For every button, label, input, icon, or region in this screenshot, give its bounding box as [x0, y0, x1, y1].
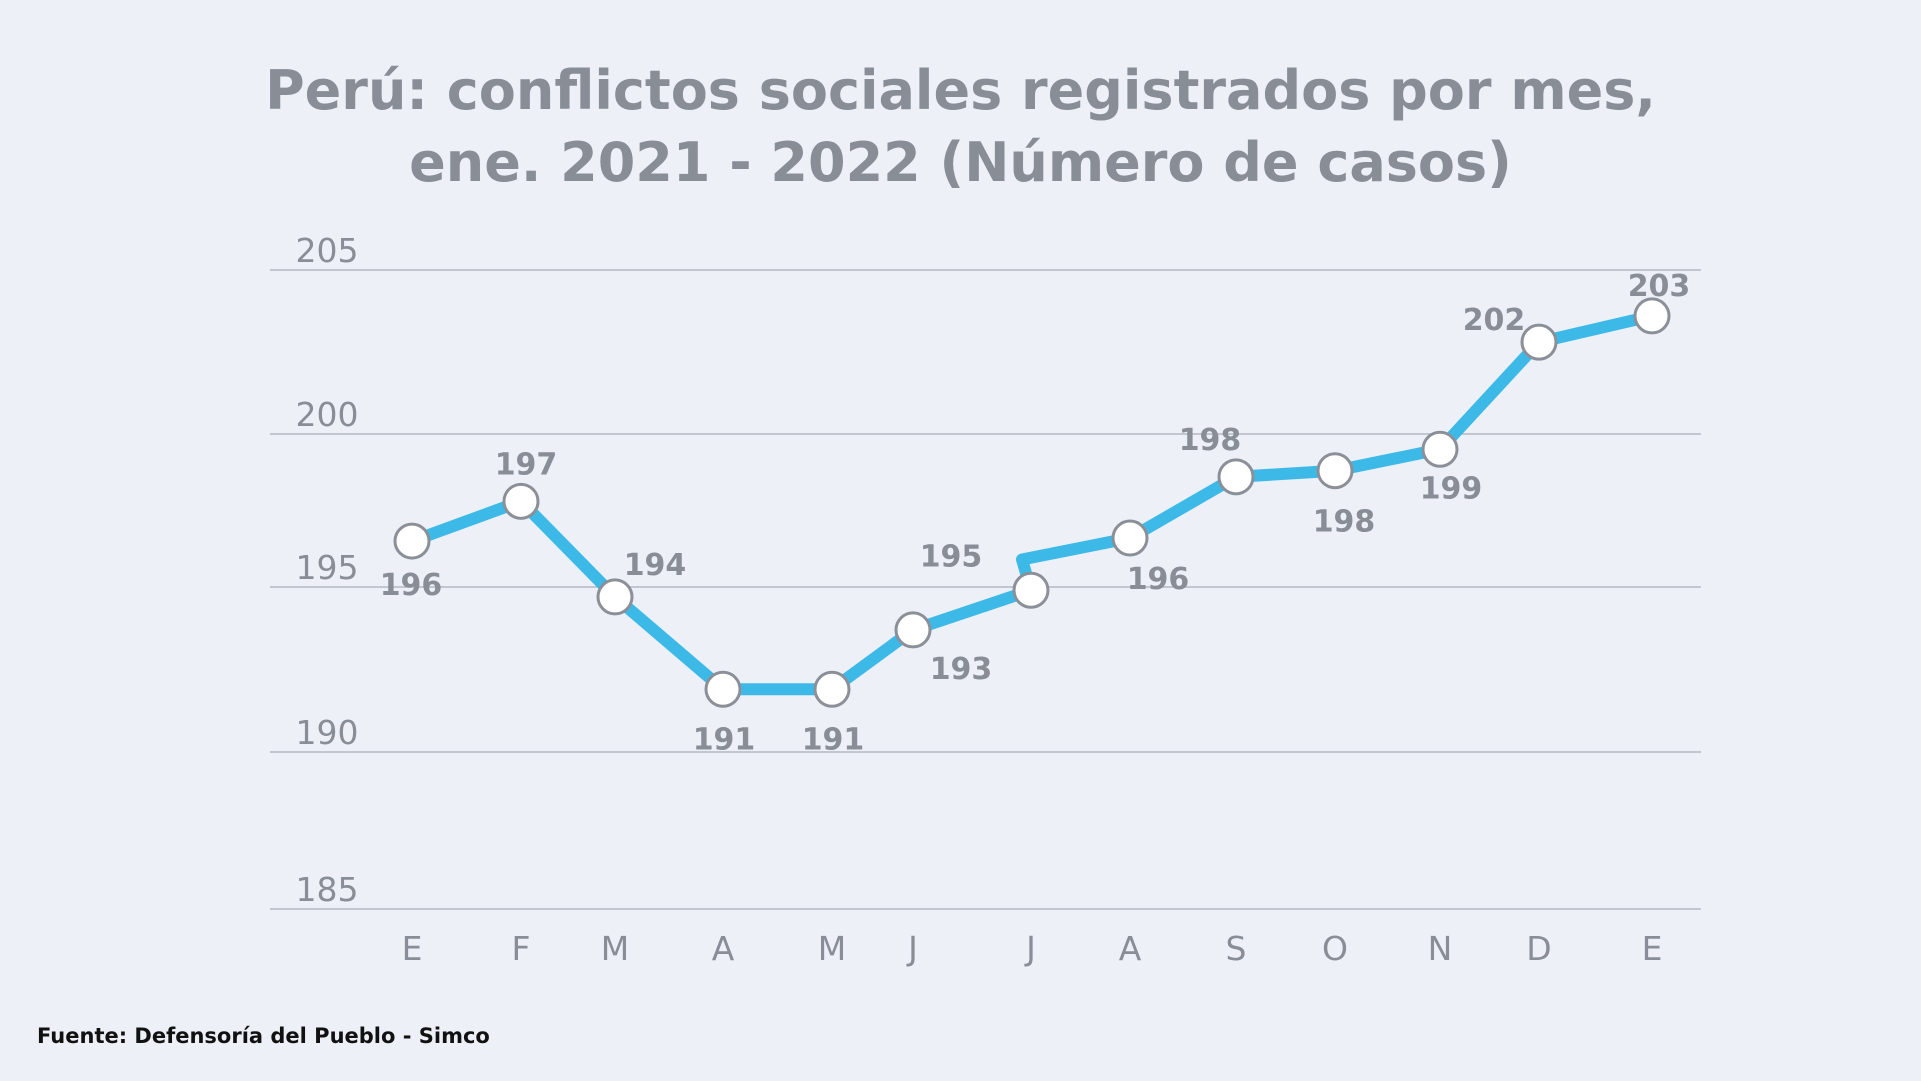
data-point-marker [1012, 571, 1050, 609]
y-axis-ticks: 205 200 195 190 185 [296, 231, 359, 909]
data-label: 202 [1463, 303, 1526, 338]
y-tick-label: 205 [296, 231, 359, 270]
x-tick-label: E [1642, 929, 1663, 968]
x-tick-label: M [818, 929, 846, 968]
data-point-marker [596, 578, 634, 616]
x-tick-label: M [601, 929, 629, 968]
data-label: 203 [1628, 269, 1691, 304]
data-label: 198 [1179, 423, 1242, 458]
data-point-marker [704, 670, 742, 708]
data-point-marker [1520, 323, 1558, 361]
data-label: 193 [930, 652, 993, 687]
chart-title-line-2: ene. 2021 - 2022 (Número de casos) [409, 131, 1512, 194]
x-tick-label: N [1428, 929, 1453, 968]
chart-title-line-1: Perú: conflictos sociales registrados po… [265, 59, 1656, 122]
x-tick-label: J [1024, 929, 1036, 968]
data-label: 195 [920, 539, 983, 574]
x-tick-label: O [1322, 929, 1348, 968]
data-label: 196 [380, 568, 443, 603]
x-tick-label: D [1526, 929, 1551, 968]
grid-layer [270, 269, 1701, 910]
data-label: 197 [495, 447, 558, 482]
x-tick-label: F [512, 929, 531, 968]
marker-layer [393, 297, 1671, 708]
data-point-marker [1316, 452, 1354, 490]
y-tick-label: 200 [296, 395, 359, 434]
source-note: Fuente: Defensoría del Pueblo - Simco [37, 1024, 490, 1048]
x-tick-label: A [1119, 929, 1142, 968]
data-point-marker [1111, 519, 1149, 557]
x-tick-label: E [402, 929, 423, 968]
data-label: 199 [1420, 471, 1483, 506]
data-point-marker [1421, 430, 1459, 468]
data-point-marker [894, 611, 932, 649]
chart-title: Perú: conflictos sociales registrados po… [0, 55, 1921, 199]
data-point-marker [502, 482, 540, 520]
data-label: 191 [802, 722, 865, 757]
x-tick-label: A [712, 929, 735, 968]
x-tick-label: S [1226, 929, 1247, 968]
data-point-marker [1217, 458, 1255, 496]
y-tick-label: 190 [296, 713, 359, 752]
data-label: 194 [624, 548, 687, 583]
data-label: 198 [1313, 505, 1376, 540]
data-point-marker [1633, 297, 1671, 335]
data-point-marker [393, 522, 431, 560]
y-tick-label: 185 [296, 870, 359, 909]
data-point-marker [813, 670, 851, 708]
data-label-layer: 196 197 194 191 191 193 195 196 198 198 199 202 203 [380, 269, 1691, 757]
y-tick-label: 195 [296, 548, 359, 587]
data-label: 191 [693, 722, 756, 757]
data-label: 196 [1127, 562, 1190, 597]
x-tick-label: J [906, 929, 918, 968]
